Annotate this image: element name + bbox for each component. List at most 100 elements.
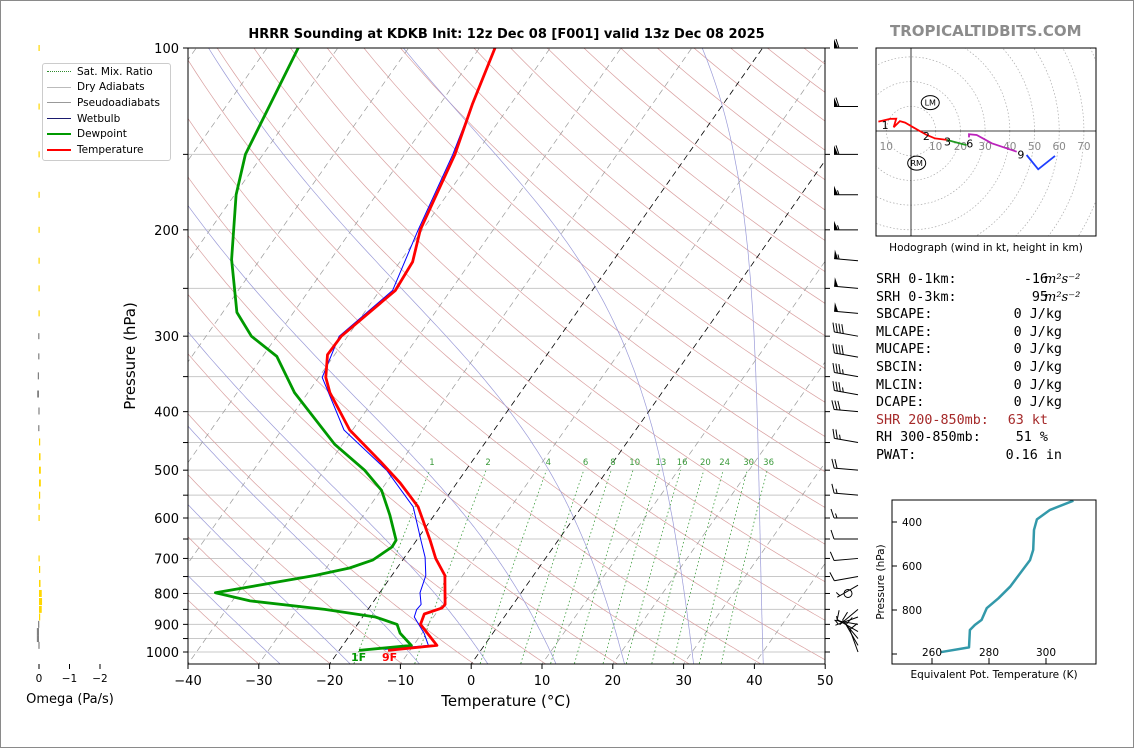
theta-e-axis-label: Equivalent Pot. Temperature (K): [910, 669, 1077, 681]
omega-bar: [36, 635, 39, 643]
barb-full: [837, 400, 841, 411]
omega-tick-label: −1: [62, 673, 77, 685]
x-tick-label: 50: [817, 674, 834, 689]
barb-half: [839, 434, 841, 440]
omega-bar: [38, 103, 40, 110]
hodograph-frame: [875, 47, 1097, 237]
mixing-ratio-label: 10: [629, 458, 640, 468]
omega-bar: [39, 589, 42, 597]
barb-full: [838, 382, 841, 392]
legend-item-pseudoadiabats: Pseudoadiabats: [43, 95, 170, 111]
mixing-ratio-line: [672, 470, 724, 664]
mixing-ratio-label: 4: [546, 458, 551, 468]
barb-pennant: [834, 277, 839, 287]
stat-label: SBCIN:: [876, 359, 925, 375]
stat-label: DCAPE:: [876, 395, 925, 411]
dry-adiabat: [473, 48, 825, 337]
wind-barb: [832, 322, 859, 337]
x-tick-label: 10: [534, 674, 551, 689]
dewpoint-trace: [213, 48, 413, 652]
stat-value: 0 J/kg: [1013, 359, 1062, 375]
x-tick-label: −10: [387, 674, 414, 689]
pseudoadiabat: [188, 331, 489, 664]
hodograph-height-label: 6: [966, 137, 973, 150]
stat-value: 63 kt: [1007, 412, 1048, 428]
barb-full: [841, 324, 844, 334]
wind-barb: [834, 145, 858, 155]
wind-barb: [834, 277, 859, 289]
theta-e-x-tick-label: 260: [922, 647, 942, 659]
stat-value: 0 J/kg: [1013, 395, 1062, 411]
barb-full: [838, 344, 841, 355]
barb-pennant: [834, 249, 839, 259]
mixing-ratio-line: [573, 470, 634, 664]
omega-bar: [39, 565, 41, 573]
theta-e-panel: 260 280 300 400 600 800: [891, 499, 1097, 665]
sounding-parameters: SRH 0-1km: -16 m²s⁻² SRH 0-3km: 95 m²s⁻² SBC…: [876, 272, 1096, 466]
omega-tick-label: −2: [92, 673, 107, 685]
barb-staff: [849, 629, 859, 653]
barb-full: [835, 429, 838, 439]
barb-full: [845, 617, 853, 625]
legend-swatch: [47, 102, 71, 104]
y-tick-label: 800: [154, 587, 179, 602]
wetbulb-trace: [321, 48, 495, 650]
omega-bar: [38, 285, 40, 292]
mixing-ratio-label: 36: [763, 458, 774, 468]
y-tick-label: 300: [154, 330, 179, 345]
theta-e-y-tick-label: 400: [902, 517, 922, 529]
mixing-ratio-line: [550, 470, 612, 664]
dry-adiabat: [188, 293, 619, 664]
mixing-ratio-line: [602, 470, 660, 664]
barb-staff: [836, 584, 859, 598]
wind-barb: [832, 428, 859, 444]
barb-half: [837, 254, 840, 260]
omega-bar: [39, 438, 41, 446]
wind-barb: [834, 249, 859, 262]
mixing-ratio-label: 24: [719, 458, 730, 468]
dry-adiabat: [326, 48, 825, 473]
wind-barb: [831, 483, 859, 496]
pseudoadiabat: [188, 575, 281, 664]
barb-full: [832, 381, 835, 391]
x-tick-label: 40: [746, 674, 763, 689]
hodograph-segment: [968, 133, 1017, 153]
x-tick-label: −40: [174, 674, 201, 689]
stat-value: 0 J/kg: [1013, 307, 1062, 323]
stat-mlcin: MLCIN: 0 J/kg: [876, 378, 1096, 396]
barb-pennant: [834, 185, 838, 195]
legend-label: Dry Adiabats: [77, 81, 145, 94]
dry-adiabat: [363, 48, 825, 438]
x-axis-label: Temperature (°C): [440, 692, 570, 710]
storm-motion-label: RM: [910, 159, 923, 168]
mixing-ratio-line: [720, 470, 768, 664]
hodograph-height-label: 9: [1017, 148, 1024, 161]
barb-full: [830, 529, 835, 540]
legend-item-mixing-ratio: Sat. Mix. Ratio: [43, 64, 170, 80]
stat-value: 95: [1031, 289, 1048, 305]
legend-swatch: [47, 148, 71, 151]
isotherm: [188, 48, 622, 664]
legend-swatch: [47, 133, 71, 136]
mixing-ratio-line: [698, 470, 748, 664]
mixing-ratio-label: 20: [700, 458, 711, 468]
hodograph-height-label: 3: [944, 135, 951, 148]
x-tick-label: 30: [675, 674, 692, 689]
theta-e-y-tick-label: 600: [902, 561, 922, 573]
pseudoadiabat: [701, 48, 764, 664]
omega-bar: [39, 491, 41, 499]
barb-full: [831, 483, 835, 494]
legend-label: Dewpoint: [77, 128, 127, 141]
barb-staff: [835, 616, 859, 626]
barb-pennant: [834, 302, 839, 312]
barb-full: [832, 322, 835, 333]
omega-bar: [37, 372, 39, 380]
omega-tick-label: 0: [36, 673, 43, 685]
stat-dcape: DCAPE: 0 J/kg: [876, 395, 1096, 413]
skewt-axes: −40 −30 −20 −10 0 10 20 30 40 50 100 200 300 400 500 60…: [146, 42, 834, 689]
barb-full: [831, 400, 835, 410]
barb-staff: [834, 285, 859, 289]
skewt-frame: [187, 47, 826, 665]
skewt-background-lines: 1 2 4 6 8 10 13 16 20 24 30 36: [188, 48, 825, 664]
